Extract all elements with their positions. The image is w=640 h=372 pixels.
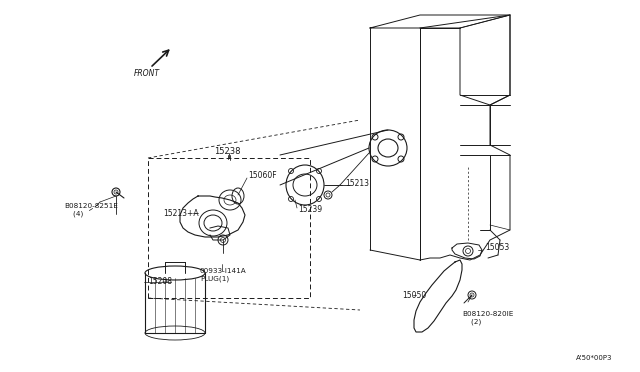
- Text: 15213+A: 15213+A: [163, 208, 198, 218]
- Text: 15238: 15238: [214, 147, 241, 155]
- Text: 15208: 15208: [148, 278, 172, 286]
- Text: B08120-8251E
    (4): B08120-8251E (4): [64, 203, 118, 217]
- Text: 15060F: 15060F: [248, 170, 276, 180]
- Text: 15053: 15053: [485, 244, 509, 253]
- Text: 15050: 15050: [402, 291, 426, 299]
- Text: FRONT: FRONT: [134, 68, 160, 77]
- Text: 15239: 15239: [298, 205, 322, 215]
- Text: 00933-I141A
PLUG(1): 00933-I141A PLUG(1): [200, 268, 247, 282]
- Text: B08120-820IE
    (2): B08120-820IE (2): [462, 311, 513, 325]
- Text: 15213: 15213: [345, 179, 369, 187]
- Text: A'50*00P3: A'50*00P3: [576, 355, 612, 361]
- Bar: [148, 158, 310, 298]
